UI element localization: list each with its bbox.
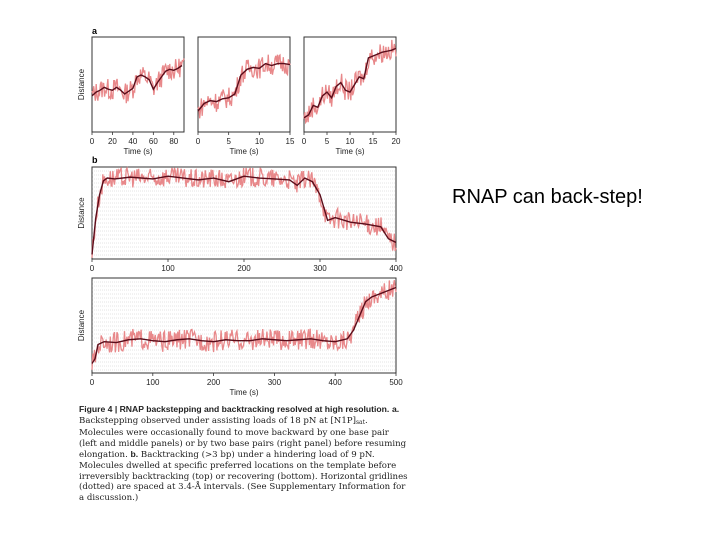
x-tick-label: 40 — [128, 137, 137, 146]
chart-b1: 0 100 200 300 400 Distance — [77, 166, 403, 273]
x-tick-label: 15 — [369, 137, 378, 146]
x-tick-label: 400 — [389, 264, 403, 273]
x-tick-label: 0 — [90, 137, 95, 146]
x-tick-label: 80 — [169, 137, 178, 146]
x-tick-label: 20 — [108, 137, 117, 146]
x-tick-label: 10 — [346, 137, 355, 146]
y-axis-label: Distance — [77, 68, 86, 100]
chart-b2: 0 100 200 300 400 500 Time (s) Distance — [77, 277, 403, 397]
x-tick-label: 0 — [302, 137, 307, 146]
x-tick-label: 200 — [207, 378, 221, 387]
x-tick-label: 0 — [196, 137, 201, 146]
caption-a-text-1: Backstepping observed under assisting lo… — [79, 415, 356, 426]
plot-frame — [91, 277, 397, 374]
filtered-trace — [303, 47, 397, 119]
slide-title: RNAP can back-step! — [452, 186, 643, 208]
x-tick-label: 60 — [149, 137, 158, 146]
panel-a-label: a — [92, 26, 98, 36]
chart-a3: 0 5 10 15 20 Time (s) — [302, 36, 401, 156]
x-axis-label: Time (s) — [123, 147, 152, 156]
caption-a-label: a. — [392, 404, 400, 414]
x-tick-label: 5 — [226, 137, 231, 146]
figure-caption: Figure 4 | RNAP backstepping and backtra… — [79, 404, 409, 503]
x-tick-label: 5 — [325, 137, 330, 146]
caption-heading: Figure 4 | RNAP backstepping and backtra… — [79, 404, 390, 414]
x-axis-label: Time (s) — [229, 147, 258, 156]
plot-frame — [197, 36, 291, 133]
x-tick-label: 300 — [313, 264, 327, 273]
y-axis-label: Distance — [77, 197, 86, 229]
x-tick-label: 0 — [90, 378, 95, 387]
filtered-trace — [91, 286, 397, 364]
x-tick-label: 20 — [392, 137, 401, 146]
x-tick-label: 0 — [90, 264, 95, 273]
caption-a-text-2: . Molecules were occasionally found to m… — [79, 415, 407, 461]
x-tick-label: 10 — [255, 137, 264, 146]
filtered-trace — [197, 62, 291, 112]
x-tick-label: 400 — [329, 378, 343, 387]
filtered-trace — [91, 175, 397, 255]
x-tick-label: 300 — [268, 378, 282, 387]
x-tick-label: 100 — [161, 264, 175, 273]
x-tick-label: 100 — [146, 378, 160, 387]
x-axis-label: Time (s) — [229, 388, 258, 397]
plot-frame — [91, 36, 185, 133]
caption-a-sub: sat — [355, 418, 366, 426]
raw-trace — [91, 166, 397, 258]
x-tick-label: 200 — [237, 264, 251, 273]
caption-b-label: b. — [130, 449, 139, 460]
y-axis-label: Distance — [77, 309, 86, 341]
chart-a2: 0 5 10 15 Time (s) — [196, 36, 295, 156]
panel-b-label: b — [92, 155, 98, 165]
filtered-trace — [91, 64, 183, 97]
x-tick-label: 500 — [389, 378, 403, 387]
chart-a1: 0 20 40 60 80 Time (s) Distance — [77, 36, 185, 156]
x-axis-label: Time (s) — [335, 147, 364, 156]
raw-trace — [91, 280, 397, 370]
caption-b-text: Backtracking (>3 bp) under a hindering l… — [79, 450, 408, 503]
x-tick-label: 15 — [286, 137, 295, 146]
